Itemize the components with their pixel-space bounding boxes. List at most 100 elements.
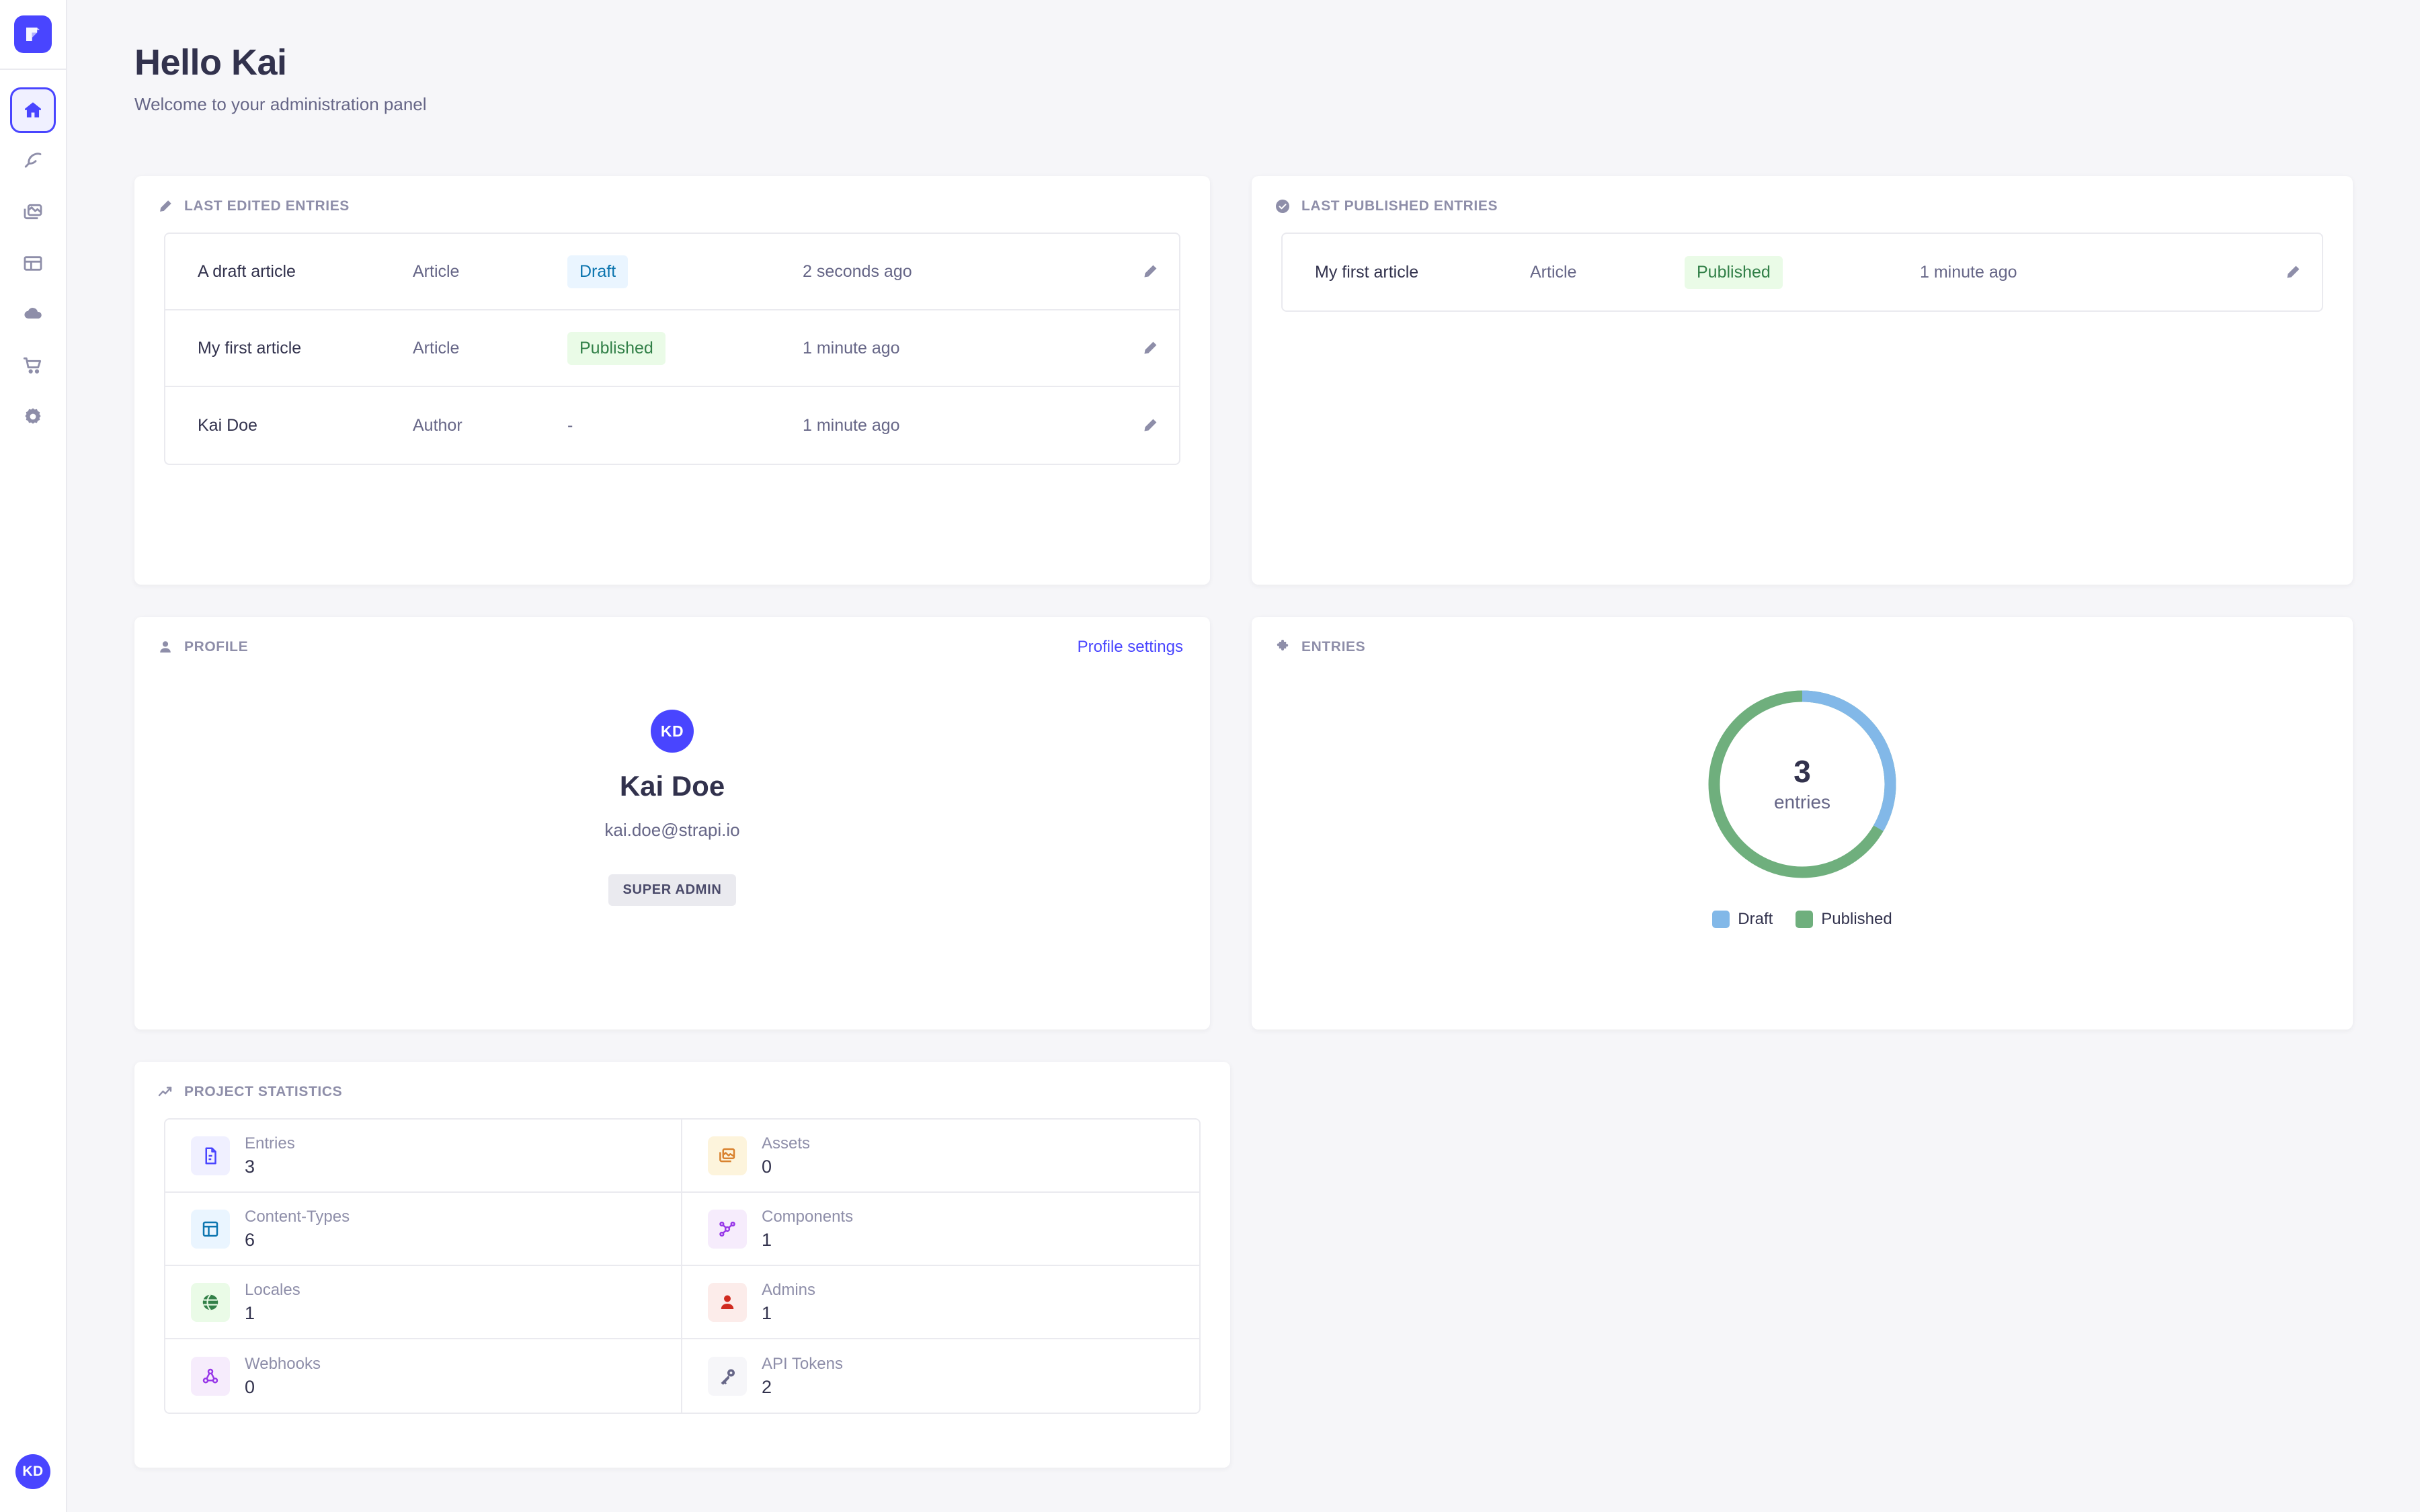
trending-up-icon xyxy=(157,1083,175,1101)
status-badge: Published xyxy=(1685,255,1783,289)
status-badge-cell: Published xyxy=(1685,255,1920,289)
table-row[interactable]: A draft article Article Draft 2 seconds … xyxy=(165,234,1179,310)
edit-entry-button[interactable] xyxy=(1098,339,1159,357)
profile-email: kai.doe@strapi.io xyxy=(604,820,740,840)
edit-entry-button[interactable] xyxy=(1098,417,1159,434)
sidebar-logo-container[interactable] xyxy=(0,0,67,70)
sidebar-item-content-type-builder[interactable] xyxy=(10,241,56,286)
stat-value: 0 xyxy=(762,1157,772,1177)
edit-entry-button[interactable] xyxy=(2241,263,2302,281)
table-row[interactable]: Kai Doe Author - 1 minute ago xyxy=(165,387,1179,464)
sidebar-item-content-manager[interactable] xyxy=(10,138,56,184)
legend-label-draft: Draft xyxy=(1738,910,1773,928)
stat-label: Assets xyxy=(762,1134,811,1152)
donut-graphic: 3 entries xyxy=(1705,687,1900,882)
sidebar-item-home[interactable] xyxy=(10,87,56,133)
strapi-logo-icon[interactable] xyxy=(14,15,52,53)
table-row[interactable]: My first article Article Published 1 min… xyxy=(165,310,1179,387)
stat-label: API Tokens xyxy=(762,1355,843,1373)
card-header: PROJECT STATISTICS xyxy=(134,1062,1230,1103)
last-edited-entries-card: LAST EDITED ENTRIES A draft article Arti… xyxy=(134,176,1210,585)
donut-value: 3 xyxy=(1793,753,1811,789)
role-badge: SUPER ADMIN xyxy=(608,874,737,906)
legend-item-draft: Draft xyxy=(1712,910,1773,929)
stat-entries[interactable]: Entries 3 xyxy=(165,1120,682,1193)
card-title: LAST PUBLISHED ENTRIES xyxy=(1301,198,1498,214)
profile-settings-link[interactable]: Profile settings xyxy=(1077,638,1183,656)
edit-entry-button[interactable] xyxy=(1098,263,1159,280)
stat-value: 6 xyxy=(245,1230,255,1250)
home-icon xyxy=(22,99,44,121)
page-subtitle: Welcome to your administration panel xyxy=(134,94,427,114)
stat-api-tokens[interactable]: API Tokens 2 xyxy=(682,1339,1199,1413)
stat-content-types[interactable]: Content-Types 6 xyxy=(165,1193,682,1266)
sidebar-nav xyxy=(10,70,56,439)
cloud-icon xyxy=(22,304,44,325)
status-badge: Draft xyxy=(567,255,629,288)
user-icon xyxy=(157,638,175,656)
stat-locales[interactable]: Locales 1 xyxy=(165,1266,682,1339)
stat-webhooks[interactable]: Webhooks 0 xyxy=(165,1339,682,1413)
entry-time: 1 minute ago xyxy=(1920,262,2017,282)
stat-label: Webhooks xyxy=(245,1355,321,1373)
card-title: LAST EDITED ENTRIES xyxy=(184,198,350,214)
last-edited-entries-table: A draft article Article Draft 2 seconds … xyxy=(164,233,1180,465)
profile-name: Kai Doe xyxy=(619,770,725,802)
page-title: Hello Kai xyxy=(134,42,287,83)
entry-type: Author xyxy=(413,415,462,435)
stat-label: Admins xyxy=(762,1281,816,1299)
pencil-icon[interactable] xyxy=(2284,263,2302,281)
stat-assets[interactable]: Assets 0 xyxy=(682,1120,1199,1193)
status-badge-cell: - xyxy=(567,416,803,435)
stat-value: 1 xyxy=(245,1303,255,1323)
stat-label: Components xyxy=(762,1208,854,1226)
table-row[interactable]: My first article Article Published 1 min… xyxy=(1283,234,2322,310)
last-published-entries-table: My first article Article Published 1 min… xyxy=(1281,233,2323,312)
stat-admins[interactable]: Admins 1 xyxy=(682,1266,1199,1339)
card-title: PROJECT STATISTICS xyxy=(184,1084,343,1099)
sidebar-item-marketplace[interactable] xyxy=(10,343,56,388)
entries-chart-card: ENTRIES 3 entries Draft xyxy=(1252,617,2353,1030)
puzzle-icon xyxy=(1275,638,1292,656)
image-icon xyxy=(708,1136,747,1175)
status-badge-cell: Draft xyxy=(567,255,803,288)
entry-title: My first article xyxy=(1315,262,1419,282)
legend-label-published: Published xyxy=(1821,910,1892,928)
pencil-icon[interactable] xyxy=(1141,417,1159,434)
legend-item-published: Published xyxy=(1796,910,1892,929)
last-published-entries-card: LAST PUBLISHED ENTRIES My first article … xyxy=(1252,176,2353,585)
stat-components[interactable]: Components 1 xyxy=(682,1193,1199,1266)
entry-time: 2 seconds ago xyxy=(803,261,912,281)
legend-swatch-published xyxy=(1796,911,1814,928)
card-header: LAST PUBLISHED ENTRIES xyxy=(1252,176,2353,218)
pencil-icon[interactable] xyxy=(1141,263,1159,280)
webhook-icon xyxy=(191,1356,230,1396)
sidebar-item-settings[interactable] xyxy=(10,394,56,439)
entry-type: Article xyxy=(413,261,460,281)
avatar: KD xyxy=(651,710,694,753)
card-header: PROFILE Profile settings xyxy=(134,617,1210,659)
legend-swatch-draft xyxy=(1712,911,1730,928)
stat-label: Content-Types xyxy=(245,1208,350,1226)
pencil-icon xyxy=(157,198,175,215)
card-title: PROFILE xyxy=(184,639,249,655)
sidebar-item-media-library[interactable] xyxy=(10,190,56,235)
pencil-icon[interactable] xyxy=(1141,339,1159,357)
donut-svg xyxy=(1708,690,1896,878)
images-icon xyxy=(22,202,44,223)
sidebar-item-cloud[interactable] xyxy=(10,292,56,337)
page-header: Hello Kai Welcome to your administration… xyxy=(134,42,427,115)
card-header: ENTRIES xyxy=(1252,617,2353,659)
component-icon xyxy=(708,1209,747,1249)
card-header: LAST EDITED ENTRIES xyxy=(134,176,1210,218)
sidebar-footer: KD xyxy=(0,1431,67,1512)
entry-type: Article xyxy=(1530,262,1577,282)
status-badge: Published xyxy=(567,331,666,365)
stat-value: 3 xyxy=(245,1157,255,1177)
feather-icon xyxy=(22,151,44,172)
card-title: ENTRIES xyxy=(1301,639,1366,655)
layout-icon xyxy=(22,253,44,274)
stat-label: Entries xyxy=(245,1134,295,1152)
avatar[interactable]: KD xyxy=(15,1454,50,1489)
entry-type: Article xyxy=(413,338,460,358)
